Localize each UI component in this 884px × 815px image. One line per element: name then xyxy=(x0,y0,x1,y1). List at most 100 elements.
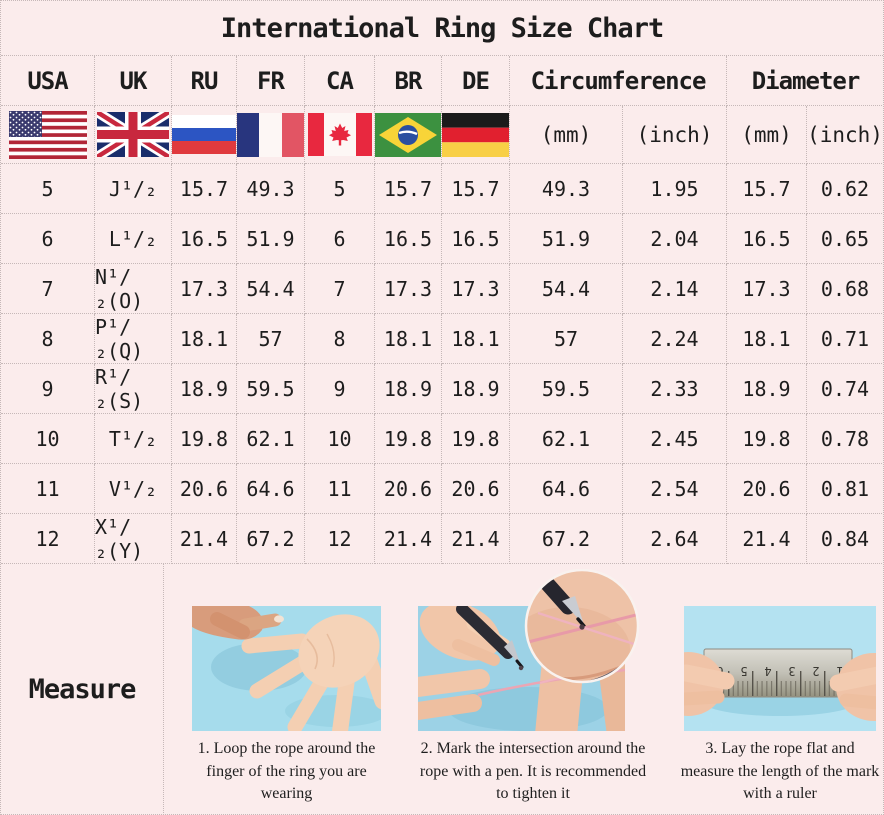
size-cell-ru: 15.7 xyxy=(172,164,237,214)
size-cell-circ_inch: 2.45 xyxy=(623,414,727,464)
size-cell-circ_mm: 67.2 xyxy=(510,514,623,564)
size-cell-usa: 12 xyxy=(1,514,95,564)
size-cell-uk: P¹/₂(Q) xyxy=(95,314,172,364)
pen-marking-photo xyxy=(418,569,640,731)
unit-header-dia-inch: (inch) xyxy=(807,106,883,164)
size-cell-ru: 18.1 xyxy=(172,314,237,364)
size-cell-de: 18.9 xyxy=(442,364,510,414)
size-cell-dia_mm: 17.3 xyxy=(727,264,807,314)
size-cell-circ_mm: 54.4 xyxy=(510,264,623,314)
flag-cell-russia xyxy=(172,106,237,164)
size-cell-ca: 12 xyxy=(305,514,375,564)
unit-header-dia-mm: (mm) xyxy=(727,106,807,164)
size-cell-dia_inch: 0.84 xyxy=(807,514,883,564)
size-cell-br: 16.5 xyxy=(375,214,442,264)
size-cell-dia_mm: 19.8 xyxy=(727,414,807,464)
size-cell-ca: 8 xyxy=(305,314,375,364)
size-cell-ru: 20.6 xyxy=(172,464,237,514)
size-cell-circ_mm: 49.3 xyxy=(510,164,623,214)
size-cell-br: 15.7 xyxy=(375,164,442,214)
ruler-measuring-photo: 6 5 4 3 2 1 xyxy=(684,606,876,731)
size-cell-fr: 59.5 xyxy=(237,364,305,414)
ruler-digit: 4 xyxy=(764,664,771,678)
measure-step-3: 6 5 4 3 2 1 xyxy=(677,569,883,806)
measure-step-2: 2. Mark the intersection around the rope… xyxy=(415,569,651,806)
measure-step-1: 1. Loop the rope around the finger of th… xyxy=(184,569,389,806)
size-cell-circ_inch: 2.64 xyxy=(623,514,727,564)
col-header-fr: FR xyxy=(237,56,305,106)
size-cell-ca: 9 xyxy=(305,364,375,414)
step-2-caption: 2. Mark the intersection around the rope… xyxy=(419,740,647,803)
size-cell-uk: J¹/₂ xyxy=(95,164,172,214)
size-cell-dia_inch: 0.71 xyxy=(807,314,883,364)
germany-flag-icon xyxy=(442,112,509,157)
size-cell-ru: 16.5 xyxy=(172,214,237,264)
france-flag-icon xyxy=(237,112,304,157)
col-header-uk: UK xyxy=(95,56,172,106)
size-cell-ru: 18.9 xyxy=(172,364,237,414)
flag-cell-brazil xyxy=(375,106,442,164)
size-cell-uk: V¹/₂ xyxy=(95,464,172,514)
size-cell-circ_inch: 1.95 xyxy=(623,164,727,214)
ruler-digit: 2 xyxy=(812,664,819,678)
size-cell-dia_mm: 20.6 xyxy=(727,464,807,514)
size-cell-dia_mm: 21.4 xyxy=(727,514,807,564)
size-cell-usa: 8 xyxy=(1,314,95,364)
size-cell-ca: 7 xyxy=(305,264,375,314)
size-cell-br: 20.6 xyxy=(375,464,442,514)
measure-section: Measure xyxy=(1,564,883,814)
col-header-circumference: Circumference xyxy=(510,56,727,106)
ruler-digit: 3 xyxy=(788,664,795,678)
ruler-digit: 5 xyxy=(740,664,747,678)
size-cell-circ_inch: 2.24 xyxy=(623,314,727,364)
size-cell-usa: 9 xyxy=(1,364,95,414)
size-cell-ca: 5 xyxy=(305,164,375,214)
size-cell-usa: 7 xyxy=(1,264,95,314)
size-cell-usa: 6 xyxy=(1,214,95,264)
flag-cell-canada xyxy=(305,106,375,164)
measure-steps: 1. Loop the rope around the finger of th… xyxy=(164,564,883,814)
size-cell-de: 15.7 xyxy=(442,164,510,214)
size-cell-fr: 54.4 xyxy=(237,264,305,314)
size-cell-de: 16.5 xyxy=(442,214,510,264)
size-cell-de: 19.8 xyxy=(442,414,510,464)
russia-flag-icon xyxy=(172,115,236,154)
size-cell-usa: 11 xyxy=(1,464,95,514)
size-cell-ru: 17.3 xyxy=(172,264,237,314)
measure-label: Measure xyxy=(1,564,164,814)
size-cell-usa: 5 xyxy=(1,164,95,214)
size-cell-dia_mm: 18.1 xyxy=(727,314,807,364)
size-cell-de: 21.4 xyxy=(442,514,510,564)
size-table: USA UK RU FR CA BR DE Circumference Diam… xyxy=(1,56,883,564)
size-cell-uk: L¹/₂ xyxy=(95,214,172,264)
size-cell-dia_inch: 0.81 xyxy=(807,464,883,514)
size-cell-br: 18.1 xyxy=(375,314,442,364)
size-cell-dia_inch: 0.62 xyxy=(807,164,883,214)
chart-title: International Ring Size Chart xyxy=(1,1,883,56)
col-header-diameter: Diameter xyxy=(727,56,883,106)
uk-flag-icon xyxy=(97,112,169,157)
size-cell-de: 18.1 xyxy=(442,314,510,364)
col-header-ca: CA xyxy=(305,56,375,106)
size-cell-dia_inch: 0.65 xyxy=(807,214,883,264)
size-cell-circ_inch: 2.33 xyxy=(623,364,727,414)
size-cell-ca: 6 xyxy=(305,214,375,264)
size-cell-circ_mm: 51.9 xyxy=(510,214,623,264)
unit-header-circ-inch: (inch) xyxy=(623,106,727,164)
flag-cell-usa xyxy=(1,106,95,164)
unit-header-circ-mm: (mm) xyxy=(510,106,623,164)
usa-flag-icon xyxy=(8,110,87,159)
size-cell-circ_mm: 64.6 xyxy=(510,464,623,514)
size-cell-circ_mm: 57 xyxy=(510,314,623,364)
step-3-caption: 3. Lay the rope flat and measure the len… xyxy=(680,740,880,803)
size-cell-circ_inch: 2.14 xyxy=(623,264,727,314)
col-header-ru: RU xyxy=(172,56,237,106)
size-cell-dia_inch: 0.74 xyxy=(807,364,883,414)
canada-flag-icon xyxy=(307,113,372,156)
col-header-br: BR xyxy=(375,56,442,106)
col-header-usa: USA xyxy=(1,56,95,106)
size-cell-dia_inch: 0.68 xyxy=(807,264,883,314)
size-cell-br: 17.3 xyxy=(375,264,442,314)
size-cell-dia_mm: 18.9 xyxy=(727,364,807,414)
